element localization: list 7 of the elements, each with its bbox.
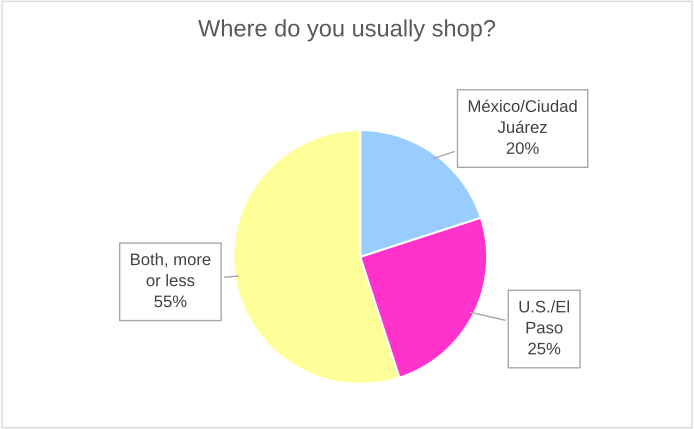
chart-title: Where do you usually shop? <box>198 19 496 42</box>
data-label: 20% <box>506 142 539 154</box>
slice-label: U.S./El Paso <box>520 300 569 334</box>
data-label: 55% <box>154 296 187 308</box>
slice-label: México/Ciudad Juárez <box>468 100 577 134</box>
slice-label: Both, more or less <box>131 253 210 286</box>
data-label: 25% <box>528 342 560 354</box>
